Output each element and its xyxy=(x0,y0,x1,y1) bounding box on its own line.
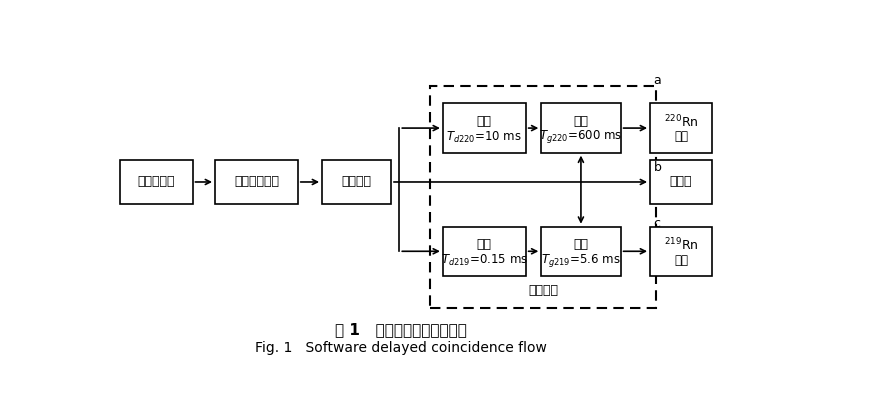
Bar xyxy=(541,104,621,153)
Bar xyxy=(443,227,526,276)
Text: Fig. 1   Software delayed coincidence flow: Fig. 1 Software delayed coincidence flow xyxy=(256,341,547,355)
Text: 总计数: 总计数 xyxy=(670,176,692,188)
Text: $T_{g219}$=5.6 ms: $T_{g219}$=5.6 ms xyxy=(541,252,621,269)
Text: $^{219}$Rn: $^{219}$Rn xyxy=(664,236,699,253)
Bar xyxy=(650,160,712,204)
Text: a: a xyxy=(653,74,661,86)
Text: 延迟: 延迟 xyxy=(477,238,492,251)
Bar xyxy=(120,160,192,204)
Text: 开门: 开门 xyxy=(574,115,588,128)
Bar xyxy=(541,227,621,276)
Text: 计数: 计数 xyxy=(674,254,688,267)
Text: $^{220}$Rn: $^{220}$Rn xyxy=(664,113,699,130)
Text: 图 1   软件延迟符合法原理图: 图 1 软件延迟符合法原理图 xyxy=(335,322,468,337)
Text: 延迟: 延迟 xyxy=(477,115,492,128)
Text: $T_{d219}$=0.15 ms: $T_{d219}$=0.15 ms xyxy=(441,253,527,268)
Bar xyxy=(215,160,298,204)
Text: c: c xyxy=(653,217,660,230)
Bar xyxy=(430,86,656,308)
Text: $T_{d220}$=10 ms: $T_{d220}$=10 ms xyxy=(446,130,522,144)
Text: 脉冲序列: 脉冲序列 xyxy=(341,176,372,188)
Bar xyxy=(443,104,526,153)
Text: 开门: 开门 xyxy=(574,238,588,251)
Bar xyxy=(650,104,712,153)
Text: 计数: 计数 xyxy=(674,130,688,144)
Bar xyxy=(650,227,712,276)
Text: b: b xyxy=(653,161,661,174)
Text: 核探测系统: 核探测系统 xyxy=(137,176,175,188)
Text: 放大整形电路: 放大整形电路 xyxy=(233,176,279,188)
Text: 软件实现: 软件实现 xyxy=(528,284,558,298)
Bar xyxy=(322,160,391,204)
Text: $T_{g220}$=600 ms: $T_{g220}$=600 ms xyxy=(539,128,623,146)
